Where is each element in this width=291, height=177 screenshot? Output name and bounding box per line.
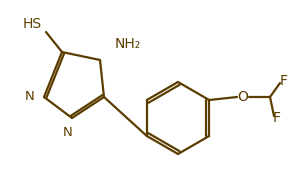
Text: NH₂: NH₂ bbox=[115, 37, 141, 51]
Text: F: F bbox=[280, 74, 288, 88]
Text: O: O bbox=[237, 90, 249, 104]
Text: HS: HS bbox=[22, 17, 42, 31]
Text: N: N bbox=[63, 125, 73, 138]
Text: F: F bbox=[273, 111, 281, 125]
Text: N: N bbox=[25, 90, 35, 104]
